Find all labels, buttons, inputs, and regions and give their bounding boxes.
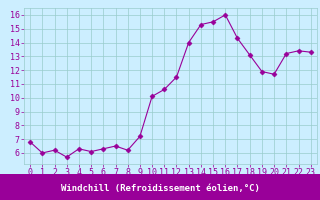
Text: Windchill (Refroidissement éolien,°C): Windchill (Refroidissement éolien,°C): [60, 184, 260, 194]
